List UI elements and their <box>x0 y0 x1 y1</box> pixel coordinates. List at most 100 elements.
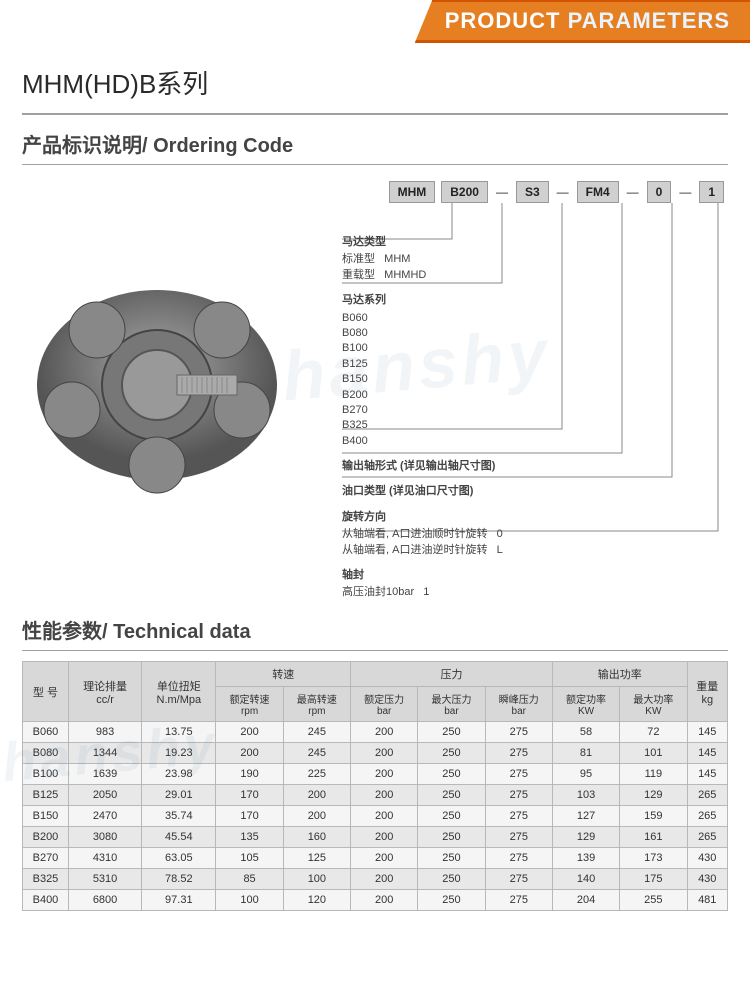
note-block: 马达系列B060B080B100B125B150B200B270B325B400 <box>342 293 503 449</box>
ordering-code-title: 产品标识说明/ Ordering Code <box>0 129 750 164</box>
series-title: MHM(HD)B系列 <box>0 60 750 109</box>
table-row: B06098313.752002452002502755872145 <box>23 722 728 743</box>
table-cell: 6800 <box>68 890 141 911</box>
note-block: 旋转方向从轴端看, A口进油顺时针旋转 0从轴端看, A口进油逆时针旋转 L <box>342 510 503 558</box>
table-cell: 245 <box>283 743 350 764</box>
table-cell: 119 <box>620 764 687 785</box>
table-cell: 159 <box>620 806 687 827</box>
table-subheader: 瞬峰压力bar <box>485 687 552 722</box>
table-cell: 250 <box>418 743 485 764</box>
table-cell: 129 <box>552 827 619 848</box>
technical-table-wrap: hanshy 型 号理论排量cc/r单位扭矩N.m/Mpa转速压力输出功率重量k… <box>22 661 728 911</box>
table-cell: 430 <box>687 869 728 890</box>
table-cell: 125 <box>283 848 350 869</box>
table-cell: 275 <box>485 890 552 911</box>
table-cell: 265 <box>687 827 728 848</box>
table-cell: B270 <box>23 848 69 869</box>
table-cell: 265 <box>687 806 728 827</box>
note-line: B325 <box>342 418 503 433</box>
table-cell: 275 <box>485 869 552 890</box>
table-cell: B080 <box>23 743 69 764</box>
table-cell: 35.74 <box>142 806 216 827</box>
table-cell: 13.75 <box>142 722 216 743</box>
table-cell: B060 <box>23 722 69 743</box>
table-header: 型 号 <box>23 662 69 722</box>
note-line: 重载型 MHMHD <box>342 268 503 283</box>
note-block: 轴封高压油封10bar 1 <box>342 568 503 601</box>
table-cell: 95 <box>552 764 619 785</box>
table-cell: 250 <box>418 848 485 869</box>
table-cell: 23.98 <box>142 764 216 785</box>
table-cell: 173 <box>620 848 687 869</box>
table-cell: 250 <box>418 722 485 743</box>
note-line: 高压油封10bar 1 <box>342 585 503 600</box>
table-cell: 58 <box>552 722 619 743</box>
banner: PRODUCT PARAMETERS <box>0 0 750 42</box>
table-cell: 5310 <box>68 869 141 890</box>
technical-data-title: 性能参数/ Technical data <box>0 615 750 650</box>
table-cell: B150 <box>23 806 69 827</box>
table-cell: 72 <box>620 722 687 743</box>
table-row: B270431063.05105125200250275139173430 <box>23 848 728 869</box>
note-title: 旋转方向 <box>342 510 503 525</box>
table-cell: 100 <box>283 869 350 890</box>
table-header: 重量kg <box>687 662 728 722</box>
table-cell: 170 <box>216 806 283 827</box>
banner-product: PRODUCT <box>445 8 561 33</box>
table-cell: 200 <box>351 869 418 890</box>
banner-parameters: PARAMETERS <box>561 8 731 33</box>
table-cell: 200 <box>351 722 418 743</box>
table-cell: 481 <box>687 890 728 911</box>
table-cell: 275 <box>485 848 552 869</box>
note-line: B125 <box>342 357 503 372</box>
table-cell: 135 <box>216 827 283 848</box>
table-cell: 250 <box>418 890 485 911</box>
table-cell: 2050 <box>68 785 141 806</box>
title-divider <box>22 113 728 115</box>
table-cell: 200 <box>351 806 418 827</box>
note-line: B270 <box>342 403 503 418</box>
table-cell: 78.52 <box>142 869 216 890</box>
table-cell: 140 <box>552 869 619 890</box>
table-cell: 63.05 <box>142 848 216 869</box>
note-line: B150 <box>342 372 503 387</box>
table-cell: 170 <box>216 785 283 806</box>
table-cell: 160 <box>283 827 350 848</box>
table-cell: B200 <box>23 827 69 848</box>
note-block: 油口类型 (详见油口尺寸图) <box>342 484 503 499</box>
table-cell: 250 <box>418 785 485 806</box>
table-cell: 175 <box>620 869 687 890</box>
note-block: 输出轴形式 (详见输出轴尺寸图) <box>342 459 503 474</box>
note-line: 从轴端看, A口进油逆时针旋转 L <box>342 543 503 558</box>
table-cell: 250 <box>418 806 485 827</box>
ordering-area: hanshy MHM B200— S3— <box>22 175 728 595</box>
table-cell: 200 <box>351 743 418 764</box>
table-cell: 245 <box>283 722 350 743</box>
table-cell: 19.23 <box>142 743 216 764</box>
table-cell: 4310 <box>68 848 141 869</box>
table-cell: 265 <box>687 785 728 806</box>
table-cell: 275 <box>485 785 552 806</box>
note-title: 轴封 <box>342 568 503 583</box>
table-cell: 101 <box>620 743 687 764</box>
table-header: 单位扭矩N.m/Mpa <box>142 662 216 722</box>
table-cell: 45.54 <box>142 827 216 848</box>
table-cell: 120 <box>283 890 350 911</box>
table-cell: 97.31 <box>142 890 216 911</box>
note-line: B060 <box>342 311 503 326</box>
table-subheader: 额定压力bar <box>351 687 418 722</box>
table-subheader: 最大功率KW <box>620 687 687 722</box>
table-cell: 145 <box>687 743 728 764</box>
technical-data-table: 型 号理论排量cc/r单位扭矩N.m/Mpa转速压力输出功率重量kg额定转速rp… <box>22 661 728 911</box>
table-cell: B100 <box>23 764 69 785</box>
table-cell: 275 <box>485 806 552 827</box>
table-header: 理论排量cc/r <box>68 662 141 722</box>
table-cell: 250 <box>418 827 485 848</box>
table-row: B400680097.31100120200250275204255481 <box>23 890 728 911</box>
table-cell: 3080 <box>68 827 141 848</box>
table-cell: 200 <box>351 848 418 869</box>
table-cell: 29.01 <box>142 785 216 806</box>
table-cell: 85 <box>216 869 283 890</box>
table-cell: 275 <box>485 722 552 743</box>
table-cell: B125 <box>23 785 69 806</box>
